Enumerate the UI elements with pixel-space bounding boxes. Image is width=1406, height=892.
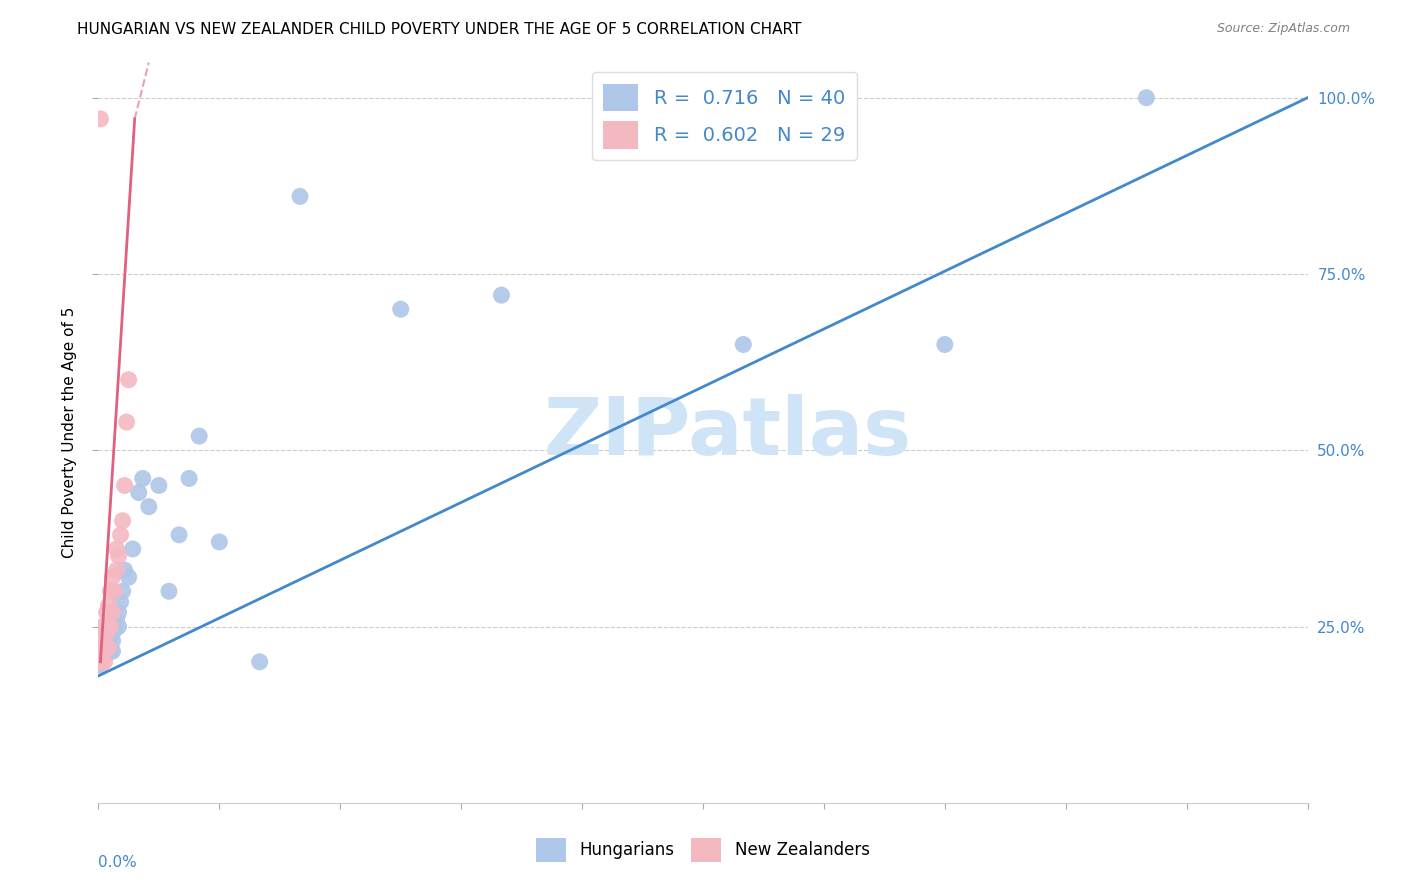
- Point: [89, 112, 111, 126]
- Point: [179, 471, 201, 485]
- Point: [105, 541, 128, 556]
- Point: [97, 640, 120, 655]
- Point: [93, 640, 115, 655]
- Point: [97, 599, 120, 613]
- Point: [96, 640, 118, 655]
- Point: [105, 612, 128, 626]
- Point: [93, 655, 115, 669]
- Point: [110, 595, 132, 609]
- Point: [157, 584, 180, 599]
- Point: [105, 563, 128, 577]
- Legend: Hungarians, New Zealanders: Hungarians, New Zealanders: [530, 831, 876, 869]
- Point: [101, 633, 124, 648]
- Point: [188, 429, 211, 443]
- Point: [96, 626, 118, 640]
- Point: [733, 337, 755, 351]
- Point: [132, 471, 155, 485]
- Point: [91, 655, 114, 669]
- Point: [100, 584, 122, 599]
- Point: [100, 619, 122, 633]
- Point: [128, 485, 150, 500]
- Point: [103, 623, 125, 637]
- Point: [118, 570, 141, 584]
- Point: [93, 644, 115, 658]
- Point: [288, 189, 311, 203]
- Point: [1135, 91, 1157, 105]
- Point: [111, 514, 134, 528]
- Point: [100, 644, 122, 658]
- Point: [107, 549, 129, 563]
- Point: [101, 570, 124, 584]
- Point: [114, 563, 136, 577]
- Point: [89, 648, 111, 662]
- Point: [114, 478, 136, 492]
- Point: [389, 302, 412, 317]
- Point: [148, 478, 170, 492]
- Point: [96, 648, 118, 662]
- Point: [89, 655, 111, 669]
- Point: [934, 337, 956, 351]
- Text: HUNGARIAN VS NEW ZEALANDER CHILD POVERTY UNDER THE AGE OF 5 CORRELATION CHART: HUNGARIAN VS NEW ZEALANDER CHILD POVERTY…: [77, 22, 801, 37]
- Point: [111, 584, 134, 599]
- Y-axis label: Child Poverty Under the Age of 5: Child Poverty Under the Age of 5: [62, 307, 77, 558]
- Point: [91, 640, 114, 655]
- Point: [103, 584, 125, 599]
- Point: [249, 655, 271, 669]
- Point: [93, 626, 115, 640]
- Point: [118, 373, 141, 387]
- Point: [91, 619, 114, 633]
- Point: [115, 415, 138, 429]
- Point: [97, 619, 120, 633]
- Point: [138, 500, 160, 514]
- Point: [96, 606, 118, 620]
- Point: [208, 535, 231, 549]
- Point: [101, 606, 124, 620]
- Text: ZIPatlas: ZIPatlas: [543, 393, 911, 472]
- Point: [91, 651, 114, 665]
- Point: [97, 630, 120, 644]
- Point: [97, 640, 120, 655]
- Point: [121, 541, 143, 556]
- Point: [107, 619, 129, 633]
- Text: 0.0%: 0.0%: [98, 855, 138, 870]
- Point: [93, 640, 115, 655]
- Point: [107, 606, 129, 620]
- Point: [96, 640, 118, 655]
- Point: [110, 528, 132, 542]
- Point: [89, 640, 111, 655]
- Point: [167, 528, 190, 542]
- Point: [101, 644, 124, 658]
- Point: [89, 658, 111, 673]
- Point: [97, 644, 120, 658]
- Point: [491, 288, 513, 302]
- Point: [100, 630, 122, 644]
- Point: [93, 648, 115, 662]
- Point: [91, 644, 114, 658]
- Text: Source: ZipAtlas.com: Source: ZipAtlas.com: [1216, 22, 1350, 36]
